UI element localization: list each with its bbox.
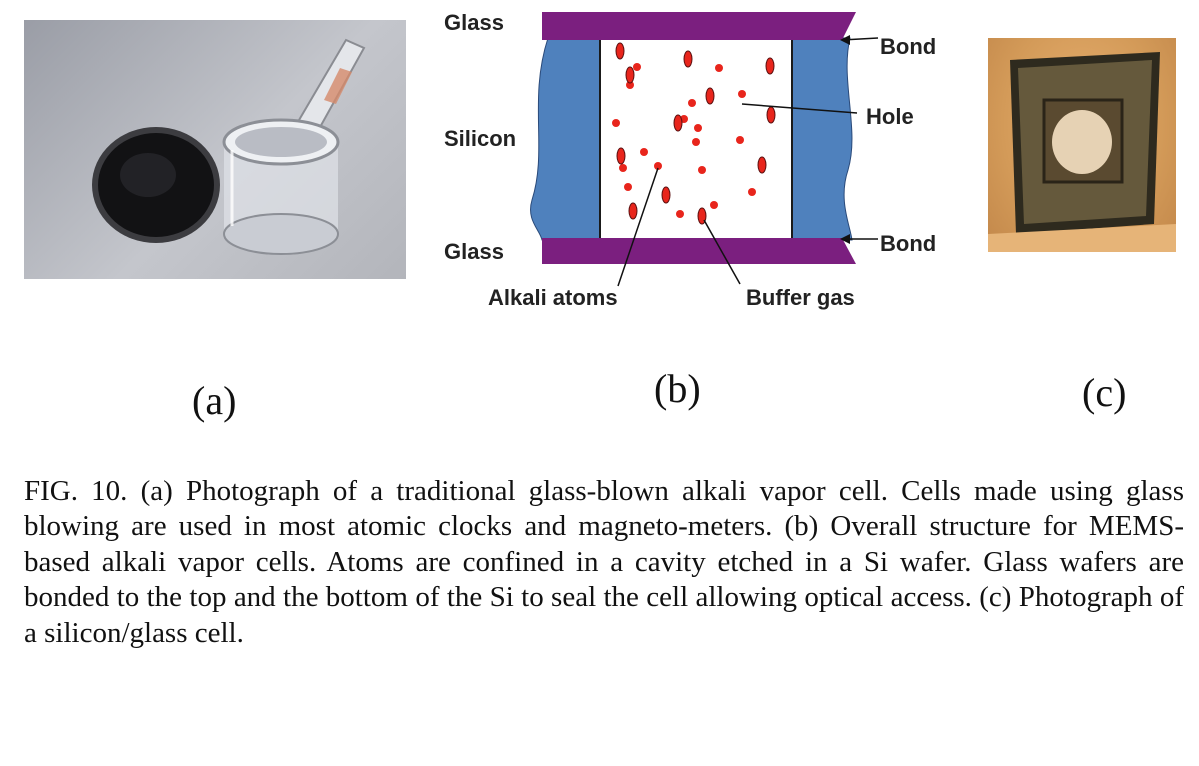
label-silicon: Silicon bbox=[444, 126, 516, 151]
cell-opening bbox=[235, 127, 327, 157]
chip-window bbox=[1052, 110, 1112, 174]
bond-top-arrowhead bbox=[840, 35, 850, 45]
label-hole: Hole bbox=[866, 104, 914, 129]
glass-top-layer bbox=[542, 12, 856, 40]
label-alkali-atoms: Alkali atoms bbox=[488, 285, 618, 310]
bond-bottom-arrowhead bbox=[840, 234, 850, 244]
cell-bottom-rim bbox=[223, 213, 339, 255]
label-bond-bottom: Bond bbox=[880, 231, 936, 256]
chip-reflection bbox=[988, 224, 1176, 252]
mems-cell-diagram: Glass Silicon Glass Bond Hole Bond Alkal… bbox=[430, 0, 970, 320]
label-buffer-gas: Buffer gas bbox=[746, 285, 855, 310]
label-glass-top: Glass bbox=[444, 10, 504, 35]
figure-caption: FIG. 10. (a) Photograph of a traditional… bbox=[24, 475, 1184, 649]
panel-label-b: (b) bbox=[654, 366, 701, 411]
cell-stem-tint bbox=[324, 68, 352, 104]
alkali-leader-line bbox=[617, 167, 659, 287]
buffer-gas-group bbox=[615, 42, 776, 225]
glass-bottom-layer bbox=[542, 238, 856, 264]
silicon-right-wall bbox=[791, 37, 853, 241]
label-glass-bottom: Glass bbox=[444, 239, 504, 264]
label-bond-top: Bond bbox=[880, 34, 936, 59]
panel-label-a: (a) bbox=[192, 378, 237, 423]
panel-label-c: (c) bbox=[1082, 370, 1127, 415]
photo-silicon-glass-cell-illustration bbox=[988, 52, 1176, 252]
photo-glass-blown-cell-illustration bbox=[92, 38, 366, 255]
buffer-leader-line bbox=[703, 219, 741, 285]
photo-silicon-glass-cell bbox=[988, 38, 1176, 252]
alkali-atoms-group bbox=[612, 63, 756, 218]
silicon-left-wall bbox=[530, 37, 601, 241]
photo-glass-blown-cell bbox=[24, 20, 406, 279]
hole-leader-line bbox=[741, 103, 858, 114]
coin-highlight bbox=[120, 153, 176, 197]
